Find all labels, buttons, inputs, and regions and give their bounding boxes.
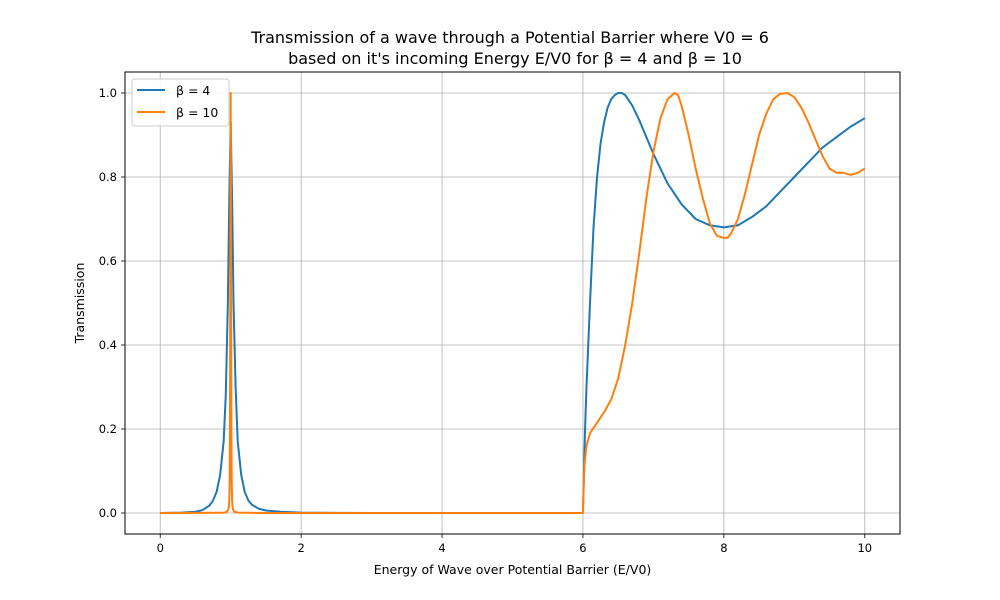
x-tick-label: 4 bbox=[438, 541, 445, 555]
x-tick-label: 6 bbox=[579, 541, 586, 555]
y-tick-label: 0.0 bbox=[99, 506, 117, 520]
series-group bbox=[160, 92, 866, 514]
x-tick-label: 2 bbox=[297, 541, 304, 555]
legend-label-beta-4: β = 4 bbox=[176, 83, 210, 98]
series-line-beta-4 bbox=[160, 92, 866, 514]
x-tick-label: 0 bbox=[157, 541, 164, 555]
y-tick-label: 0.8 bbox=[99, 170, 117, 184]
axis-ticks: 0 2 4 6 8 10 0.0 0.2 0.4 0.6 0.8 1.0 bbox=[99, 86, 872, 555]
series-line-beta-10 bbox=[160, 92, 866, 514]
x-axis-label: Energy of Wave over Potential Barrier (E… bbox=[374, 562, 652, 577]
x-tick-label: 8 bbox=[720, 541, 727, 555]
legend: β = 4 β = 10 bbox=[131, 78, 230, 127]
legend-label-beta-10: β = 10 bbox=[176, 105, 218, 120]
y-tick-label: 0.4 bbox=[99, 338, 117, 352]
y-tick-label: 1.0 bbox=[99, 86, 117, 100]
y-tick-label: 0.6 bbox=[99, 254, 117, 268]
chart-title-line-2: based on it's incoming Energy E/V0 for β… bbox=[288, 49, 742, 68]
plot-area-frame bbox=[124, 71, 901, 535]
y-tick-label: 0.2 bbox=[99, 422, 117, 436]
y-axis-label: Transmission bbox=[72, 263, 87, 345]
x-tick-label: 10 bbox=[857, 541, 872, 555]
grid bbox=[125, 72, 900, 534]
chart-title-line-1: Transmission of a wave through a Potenti… bbox=[250, 28, 769, 47]
